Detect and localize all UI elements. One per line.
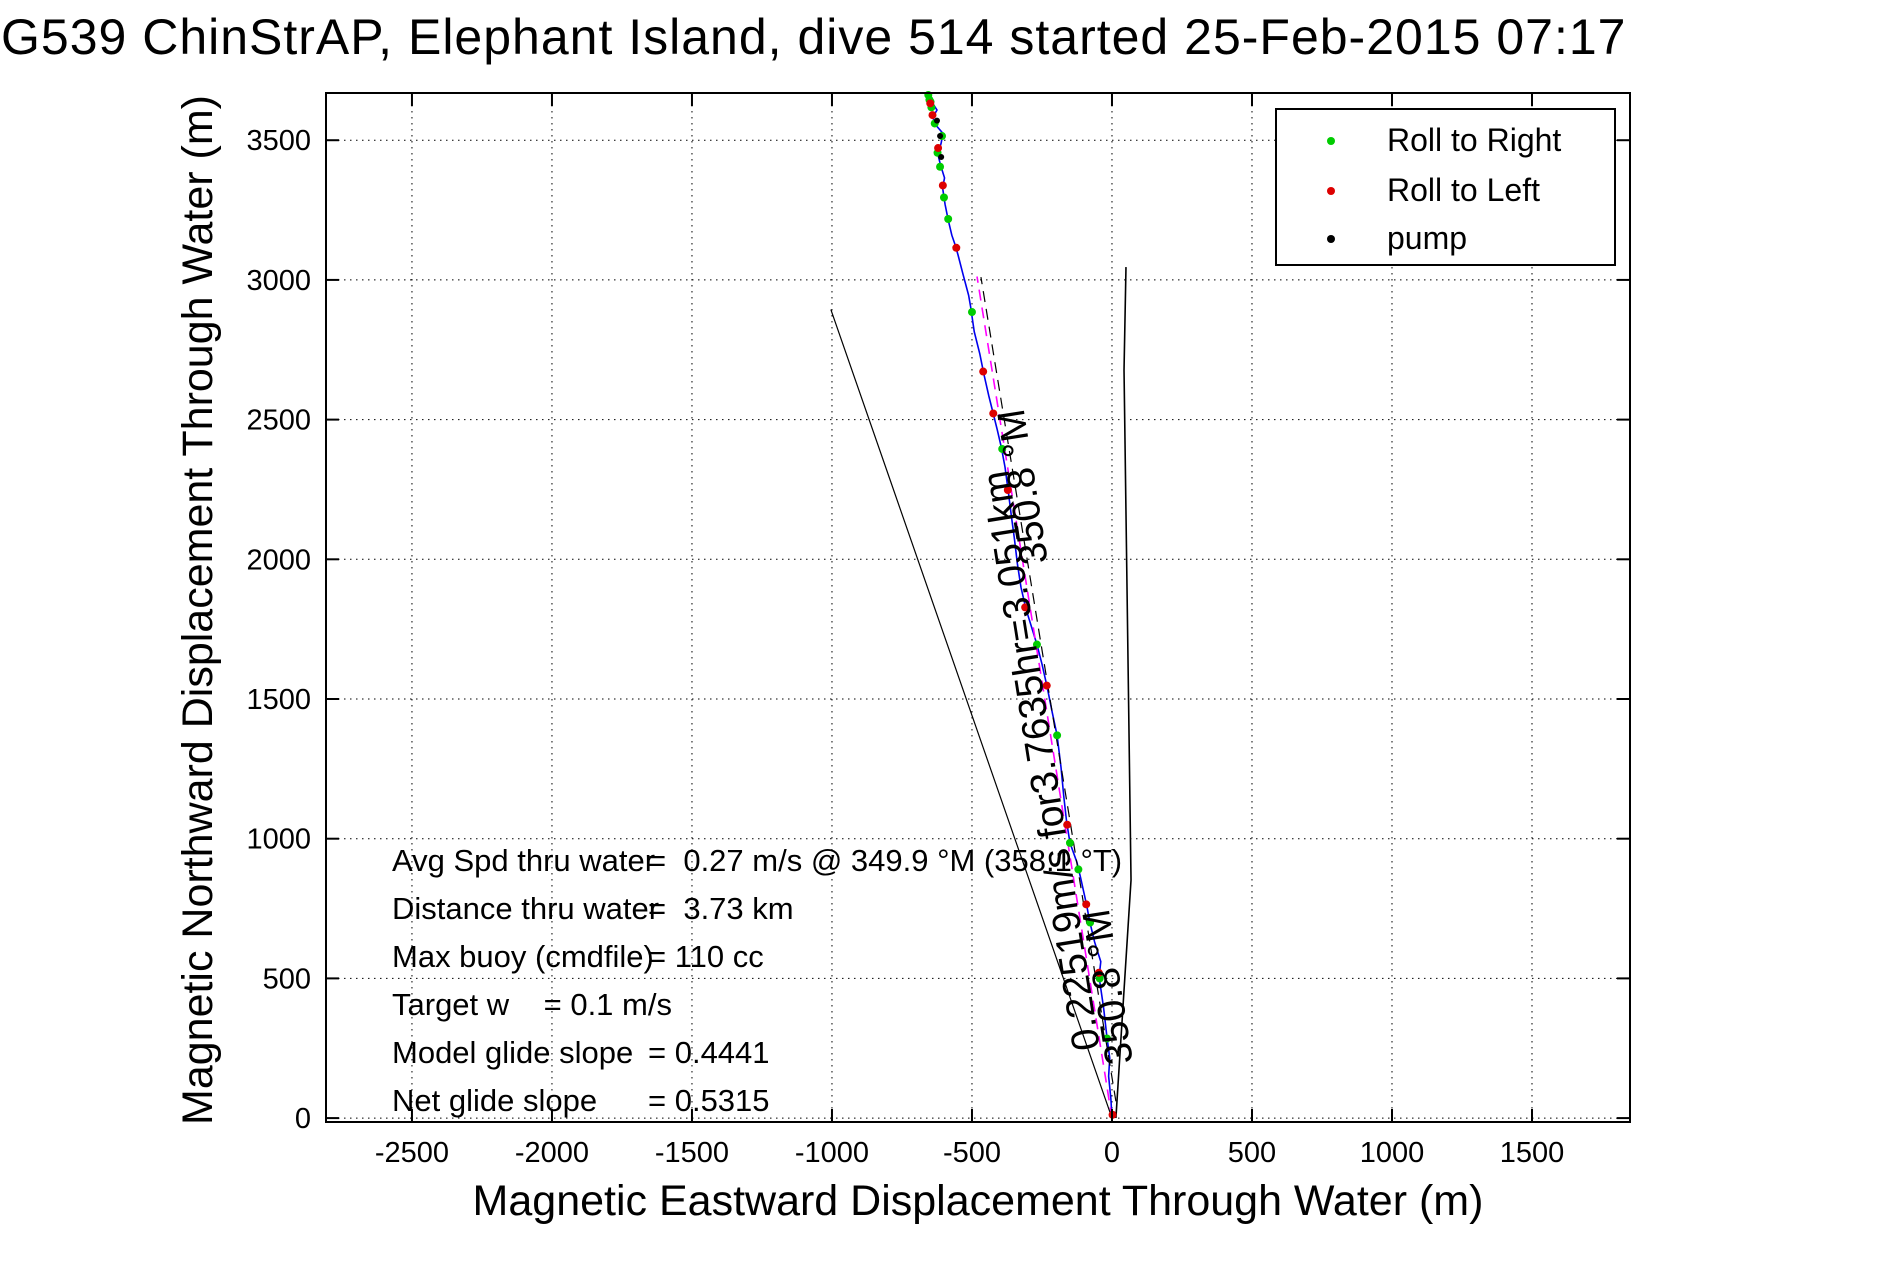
stat-max-buoy: Max buoy (cmdfile) = 110 cc <box>392 939 764 974</box>
roll-to-left-marker <box>989 409 998 418</box>
roll-to-left-marker <box>926 99 935 108</box>
roll-to-left-marker <box>928 111 937 120</box>
x-tick-label: -2500 <box>375 1137 449 1169</box>
roll-to-left-marker <box>1063 820 1072 829</box>
legend-item-roll-to-right: Roll to Right <box>1277 122 1614 158</box>
stat-distance: Distance thru water = 3.73 km <box>392 891 794 926</box>
roll-to-right-marker <box>998 444 1007 453</box>
legend-label: Roll to Right <box>1387 122 1562 158</box>
plot-title: G539 ChinStrAP, Elephant Island, dive 51… <box>1 9 1627 65</box>
roll-to-right-marker <box>1086 918 1095 927</box>
pump-marker <box>933 117 940 124</box>
roll-to-left-marker-icon <box>1327 187 1335 195</box>
y-tick-label: 500 <box>263 963 311 995</box>
stat-avg-speed: Avg Spd thru water = 0.27 m/s @ 349.9 °M … <box>392 843 1123 878</box>
x-tick-label: -1500 <box>655 1137 729 1169</box>
straight-course-black <box>980 277 1117 1102</box>
legend-label: pump <box>1387 220 1468 256</box>
roll-to-right-marker <box>967 308 976 317</box>
x-tick-label: 1500 <box>1500 1137 1565 1169</box>
x-tick-label: -2000 <box>515 1137 589 1169</box>
roll-to-left-marker <box>979 367 988 376</box>
legend-item-roll-to-left: Roll to Left <box>1277 172 1614 208</box>
y-tick-label: 3500 <box>246 125 311 157</box>
pump-marker-icon <box>1327 235 1335 243</box>
y-tick-label: 0 <box>295 1103 311 1135</box>
roll-to-right-marker <box>939 193 948 202</box>
x-tick-label: 0 <box>1104 1137 1120 1169</box>
roll-to-left-marker <box>934 144 943 153</box>
roll-to-right-marker <box>936 162 945 171</box>
x-tick-label: 1000 <box>1360 1137 1425 1169</box>
stat-model-glide-slope: Model glide slope = 0.4441 <box>392 1035 770 1070</box>
roll-to-left-marker <box>952 243 961 252</box>
y-tick-label: 3000 <box>246 265 311 297</box>
pump-marker <box>938 153 945 160</box>
roll-to-left-marker <box>938 181 947 190</box>
legend-item-pump: pump <box>1277 220 1614 256</box>
y-tick-label: 1000 <box>246 824 311 856</box>
roll-to-right-marker <box>1102 1034 1111 1043</box>
x-tick-label: -500 <box>943 1137 1001 1169</box>
y-tick-label: 1500 <box>246 684 311 716</box>
roll-to-left-marker <box>1021 603 1030 612</box>
north-reference-line <box>1115 267 1132 1119</box>
roll-to-right-marker <box>1053 731 1062 740</box>
y-axis-label: Magnetic Northward Displacement Through … <box>174 95 222 1125</box>
x-axis-label: Magnetic Eastward Displacement Through W… <box>472 1177 1484 1225</box>
roll-to-right-marker-icon <box>1327 137 1335 145</box>
legend-label: Roll to Left <box>1387 172 1540 208</box>
x-tick-label: 500 <box>1228 1137 1276 1169</box>
stat-net-glide-slope: Net glide slope = 0.5315 <box>392 1083 770 1118</box>
roll-to-right-marker <box>1074 865 1083 874</box>
roll-to-right-marker <box>1065 838 1074 847</box>
x-tick-label: -1000 <box>795 1137 869 1169</box>
straight-course-magenta <box>976 276 1113 1119</box>
axes-frame <box>325 92 1631 1123</box>
roll-to-left-marker <box>1094 968 1103 977</box>
roll-to-right-marker <box>1032 640 1041 649</box>
roll-to-left-marker <box>1082 900 1091 909</box>
roll-to-left-marker <box>1003 486 1012 495</box>
bearing-fan-left <box>830 309 1113 1119</box>
y-tick-label: 2500 <box>246 405 311 437</box>
legend: Roll to Right Roll to Left pump <box>1275 108 1616 266</box>
stat-target-w: Target w = 0.1 m/s <box>392 987 672 1022</box>
roll-to-left-marker <box>1042 681 1051 690</box>
y-tick-label: 2000 <box>246 544 311 576</box>
roll-to-right-marker <box>944 215 953 224</box>
pump-marker <box>937 133 944 140</box>
